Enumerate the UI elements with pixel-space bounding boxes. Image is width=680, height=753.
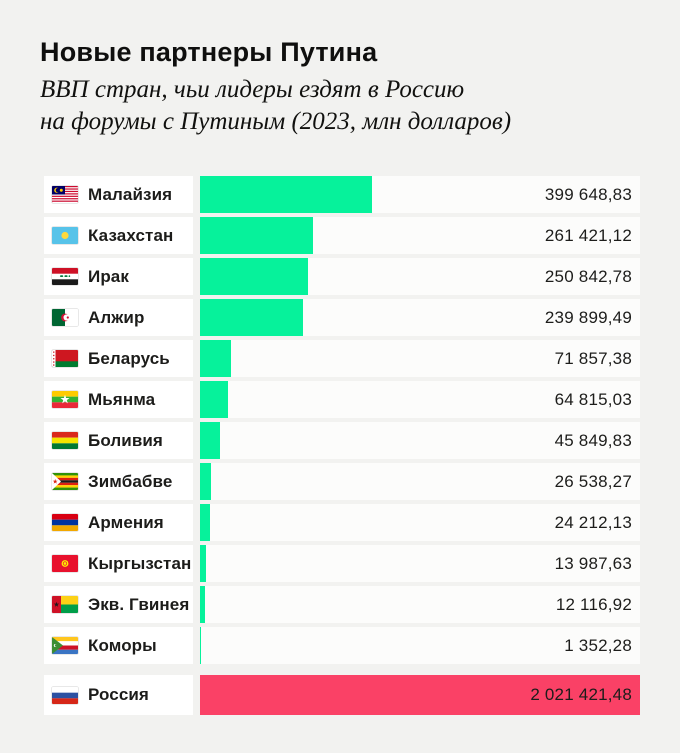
chart-row: Казахстан 261 421,12 [44,217,640,255]
bar [200,299,304,337]
flag-icon-russia [52,686,78,704]
country-name: Зимбабве [88,471,173,491]
chart-row: Зимбабве 26 538,27 [44,463,640,501]
flag-icon-myanmar [52,391,78,409]
value-label: 64 815,03 [554,389,632,409]
value-label: 2 021 421,48 [530,685,632,705]
bar [200,217,313,255]
flag-icon-bolivia [52,432,78,450]
country-name: Казахстан [88,225,174,245]
bar-track: 26 538,27 [200,463,640,501]
chart-row: Беларусь 71 857,38 [44,340,640,378]
bar-track: 250 842,78 [200,258,640,296]
country-name: Экв. Гвинея [88,594,190,614]
value-label: 13 987,63 [554,553,632,573]
country-name: Армения [88,512,164,532]
page-title: Новые партнеры Путина [40,37,378,67]
bar-track: 399 648,83 [200,176,640,214]
bar [200,627,201,665]
country-label-cell: Зимбабве [44,463,193,501]
value-label: 24 212,13 [554,512,632,532]
bar-track: 12 116,92 [200,586,640,624]
flag-icon-belarus [52,350,78,368]
chart-row-russia: Россия 2 021 421,48 [44,675,640,716]
country-label-cell: Ирак [44,258,193,296]
bar [200,586,206,624]
bar-chart: Малайзия 399 648,83 Казахстан 261 421,12… [44,176,640,716]
country-label-cell: Казахстан [44,217,193,255]
bar-track: 239 899,49 [200,299,640,337]
bar [200,258,308,296]
flag-icon-algeria [52,309,78,327]
bar [200,545,207,583]
country-label-cell: Мьянма [44,381,193,419]
country-label-cell: Беларусь [44,340,193,378]
bar [200,176,372,214]
bar-track: 13 987,63 [200,545,640,583]
flag-icon-armenia [52,514,78,532]
country-label-cell: Экв. Гвинея [44,586,193,624]
chart-row: Армения 24 212,13 [44,504,640,542]
bar-track: 261 421,12 [200,217,640,255]
country-label-cell: Россия [44,675,193,716]
value-label: 250 842,78 [544,266,632,286]
value-label: 261 421,12 [544,225,632,245]
flag-icon-kyrgyzstan [52,555,78,573]
flag-icon-malaysia [52,186,78,204]
country-name: Беларусь [88,348,170,368]
bar-track: 1 352,28 [200,627,640,665]
chart-subtitle-line2: на форумы с Путиным (2023, млн долларов) [40,107,512,135]
country-name: Алжир [88,307,145,327]
value-label: 71 857,38 [554,348,632,368]
chart-row: Малайзия 399 648,83 [44,176,640,214]
country-name: Ирак [88,266,129,286]
country-label-cell: Коморы [44,627,193,665]
country-label-cell: Боливия [44,422,193,460]
country-label-cell: Алжир [44,299,193,337]
chart-row: Боливия 45 849,83 [44,422,640,460]
bar [200,504,211,542]
flag-icon-zimbabwe [52,473,78,491]
chart-row: Экв. Гвинея 12 116,92 [44,586,640,624]
country-label-cell: Кыргызстан [44,545,193,583]
chart-row: Коморы 1 352,28 [44,627,640,665]
bar [200,340,231,378]
flag-icon-guinea-bissau [52,596,78,614]
chart-row: Мьянма 64 815,03 [44,381,640,419]
country-label-cell: Армения [44,504,193,542]
chart-subtitle-line1: ВВП стран, чьи лидеры ездят в Россию [40,76,465,104]
bar-track: 24 212,13 [200,504,640,542]
country-name: Коморы [88,635,157,655]
bar [200,675,640,716]
bar [200,422,220,460]
flag-icon-iraq [52,268,78,286]
country-label-cell: Малайзия [44,176,193,214]
value-label: 239 899,49 [544,307,632,327]
chart-row: Кыргызстан 13 987,63 [44,545,640,583]
country-name: Мьянма [88,389,156,409]
chart-subtitle: ВВП стран, чьи лидеры ездят в Россию на … [40,74,640,137]
bar-track: 2 021 421,48 [200,675,640,716]
value-label: 26 538,27 [554,471,632,491]
infographic: Новые партнеры Путина ВВП стран, чьи лид… [40,37,640,716]
chart-row: Ирак 250 842,78 [44,258,640,296]
value-label: 399 648,83 [544,184,632,204]
bar [200,381,228,419]
bar-track: 71 857,38 [200,340,640,378]
country-name: Кыргызстан [88,553,192,573]
flag-icon-comoros [52,637,78,655]
value-label: 45 849,83 [554,430,632,450]
chart-row: Алжир 239 899,49 [44,299,640,337]
flag-icon-kazakhstan [52,227,78,245]
country-name: Боливия [88,430,163,450]
value-label: 12 116,92 [555,594,632,614]
value-label: 1 352,28 [564,635,632,655]
bar-track: 64 815,03 [200,381,640,419]
country-name: Россия [88,685,149,705]
country-name: Малайзия [88,184,173,204]
bar-track: 45 849,83 [200,422,640,460]
bar [200,463,212,501]
